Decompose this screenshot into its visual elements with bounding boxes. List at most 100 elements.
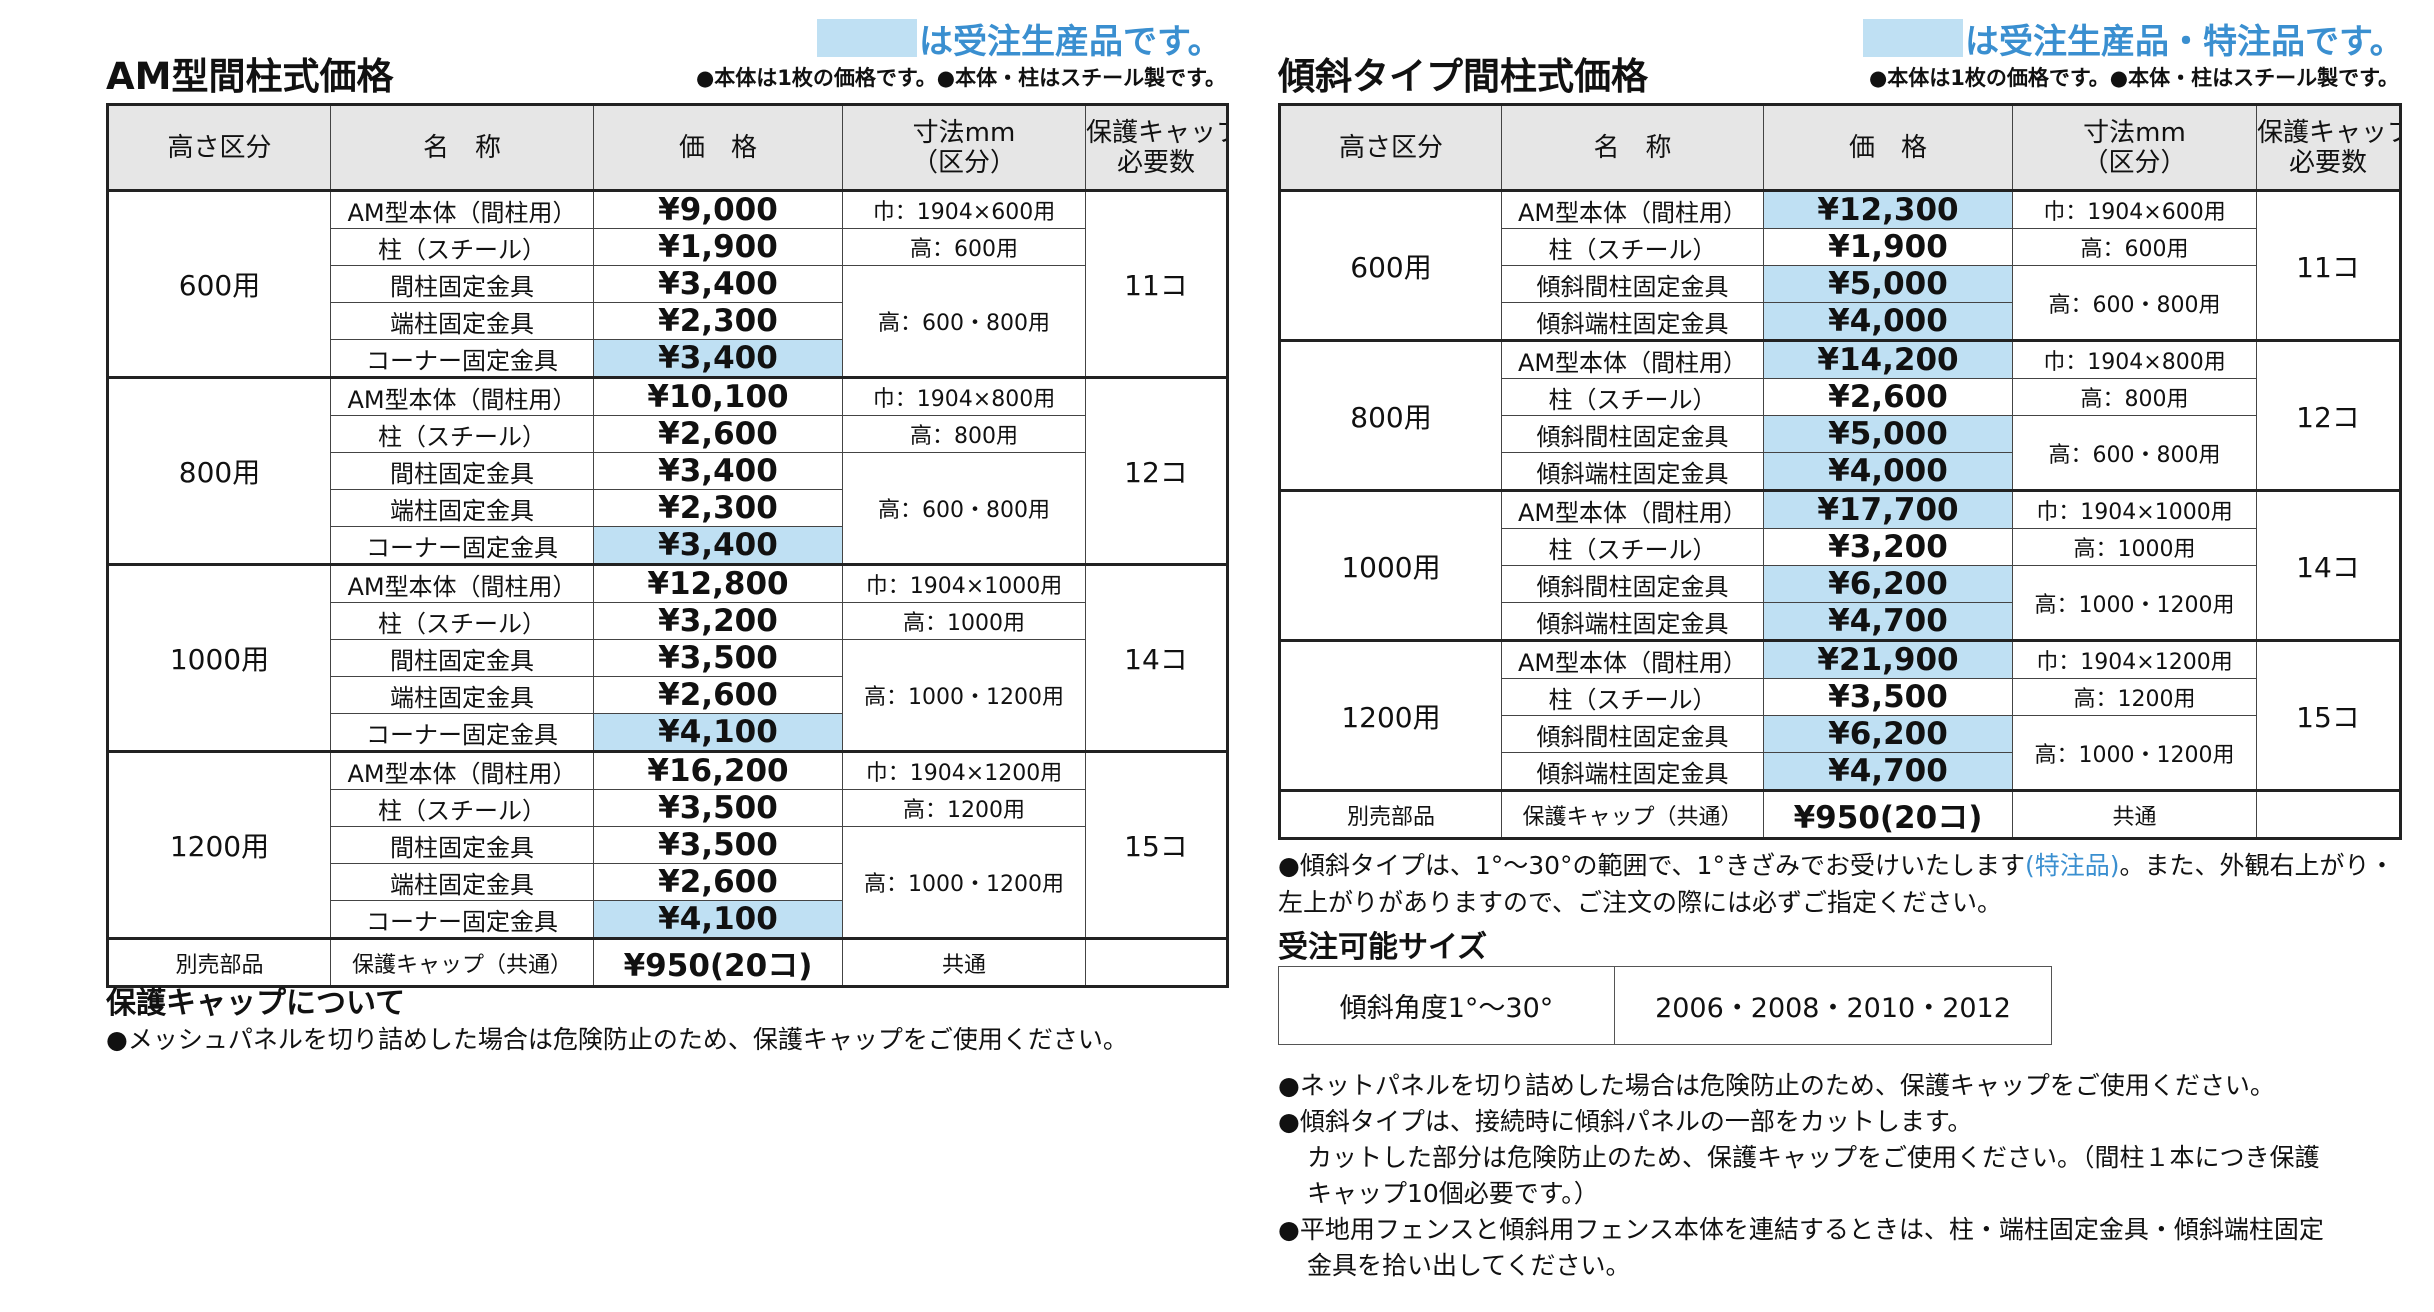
item-price: ¥4,000 [1763,452,2013,491]
item-row: コーナー固定金具 ¥4,100 [108,900,1228,939]
item-row: 柱（スチール） ¥3,200 高：1000用 [1280,528,2401,566]
header-text: 高さ区分 [1338,132,1443,163]
note-line: ●ネットパネルを切り詰めした場合は危険防止のため、保護キャップをご使用ください。 [1278,1071,2275,1100]
item-price: ¥10,100 [593,376,843,416]
item-row: 1000用 AM型本体（間柱用） ¥12,800 巾：1904×1000用 14コ [107,563,1228,752]
dim-cell: 高：600用 [842,228,1086,266]
item-price: ¥1,900 [1763,228,2013,266]
dim-cell: 高：1000・1200用 [842,639,1086,752]
extra-empty [1085,937,1228,987]
item-price: ¥12,300 [1763,189,2013,229]
item-row: 傾斜端柱固定金具 ¥4,000 [1280,302,2401,341]
header-cell: 保護キャップ 必要数 [1085,104,1228,192]
item-name: 柱（スチール） [1501,678,1764,716]
item-name: AM型本体（間柱用） [1501,639,1764,679]
item-price: ¥2,300 [593,489,843,527]
item-name: コーナー固定金具 [330,339,594,378]
item-price: ¥5,000 [1763,415,2013,453]
item-name: 傾斜端柱固定金具 [1501,602,1764,641]
dim-cell: 巾：1904×800用 [2012,339,2257,379]
header-text: 名 称 [422,132,501,163]
header-text: （区分） [911,147,1016,178]
legend-note: は受注生産品・特注品です。 [1965,22,2404,62]
dim-cell: 巾：1904×800用 [842,376,1086,416]
price-table: 高さ区分名 称価 格寸法mm （区分） 保護キャップ 必要数 600用 AM型本体（間柱用… [106,103,1229,988]
header-cell: 寸法mm （区分） [842,104,1086,192]
note-line: ●傾斜タイプは、1°～30°の範囲で、1°きざみでお受けいたします(特注品)。ま… [1278,846,2394,882]
item-row: 傾斜間柱固定金具 ¥6,200 高：1000・1200用 [1280,715,2401,791]
item-name: 傾斜間柱固定金具 [1501,565,1764,603]
sub-note: ●本体は1枚の価格です。●本体・柱はスチール製です。 [1868,66,2399,90]
item-price: ¥3,400 [593,339,843,378]
dim-cell: 高：1000・1200用 [842,826,1086,939]
item-name: 間柱固定金具 [330,826,594,864]
extra-empty [2256,789,2401,839]
header-text: 価 格 [1848,132,1927,163]
height-cell: 1200用 [107,750,331,939]
extra-name: 保護キャップ（共通） [330,937,594,987]
item-name: コーナー固定金具 [330,900,594,939]
item-price: ¥3,500 [593,789,843,827]
item-price: ¥2,300 [593,302,843,340]
header-text: 名 称 [1593,132,1672,163]
item-row: 端柱固定金具 ¥2,600 [108,863,1228,901]
note-line: 金具を拾い出してください。 [1307,1251,1631,1280]
item-price: ¥3,400 [593,265,843,303]
item-price: ¥1,900 [593,228,843,266]
header-cell: 名 称 [1501,104,1764,192]
item-price: ¥3,500 [593,826,843,864]
dim-cell: 巾：1904×1200用 [842,750,1086,790]
dim-cell: 高：800用 [842,415,1086,453]
item-row: 傾斜間柱固定金具 ¥5,000 高：600・800用 [1280,415,2401,491]
dim-cell: 巾：1904×1000用 [842,563,1086,603]
note-line: キャップ10個必要です。） [1307,1179,1599,1208]
header-text: 高さ区分 [167,132,272,163]
section-title: 傾斜タイプ間柱式価格 [1278,55,1648,98]
extra-dims: 共通 [842,937,1086,987]
caps-cell: 15コ [2256,639,2401,791]
item-row: 柱（スチール） ¥2,600 高：800用 [108,415,1228,453]
caps-cell: 14コ [2256,489,2401,641]
caps-cell: 11コ [2256,189,2401,341]
item-name: AM型本体（間柱用） [330,750,594,790]
item-name: 柱（スチール） [330,415,594,453]
item-row: 600用 AM型本体（間柱用） ¥12,300 巾：1904×600用 11コ [1279,189,2401,341]
note-line: カットした部分は危険防止のため、保護キャップをご使用ください。（間柱１本につき保… [1307,1143,2320,1172]
note-line: ●平地用フェンスと傾斜用フェンス本体を連結するときは、柱・端柱固定金具・傾斜端柱… [1278,1215,2324,1244]
legend-swatch [817,19,917,57]
extra-label: 別売部品 [1279,789,1502,839]
item-price: ¥14,200 [1763,339,2013,379]
item-name: 柱（スチール） [330,228,594,266]
extra-price: ¥950(20コ) [1763,789,2013,839]
dim-cell: 高：600用 [2012,228,2257,266]
item-name: 間柱固定金具 [330,265,594,303]
extra-dims: 共通 [2012,789,2257,839]
item-price: ¥4,100 [593,713,843,752]
item-price: ¥21,900 [1763,639,2013,679]
item-name: AM型本体（間柱用） [330,376,594,416]
item-row: 800用 AM型本体（間柱用） ¥14,200 巾：1904×800用 12コ [1279,339,2401,491]
header-cell: 価 格 [1763,104,2013,192]
item-name: AM型本体（間柱用） [1501,189,1764,229]
dim-cell: 高：600・800用 [2012,415,2257,491]
header-text: 保護キャップ [2257,117,2401,148]
item-name: 傾斜端柱固定金具 [1501,452,1764,491]
item-price: ¥5,000 [1763,265,2013,303]
dim-cell: 高：600・800用 [2012,265,2257,341]
item-row: 傾斜間柱固定金具 ¥5,000 高：600・800用 [1280,265,2401,341]
dim-cell: 高：1000・1200用 [2012,715,2257,791]
size-cell: 傾斜角度1°～30° [1279,967,1615,1044]
note-line: ●傾斜タイプは、接続時に傾斜パネルの一部をカットします。 [1278,1107,1973,1136]
item-name: 端柱固定金具 [330,489,594,527]
item-name: 柱（スチール） [330,789,594,827]
item-name: AM型本体（間柱用） [330,563,594,603]
item-row: 傾斜端柱固定金具 ¥4,000 [1280,452,2401,491]
item-row: 1200用 AM型本体（間柱用） ¥21,900 巾：1904×1200用 15コ [1279,639,2401,791]
item-row: 柱（スチール） ¥3,500 高：1200用 [108,789,1228,827]
height-cell: 800用 [107,376,331,565]
header-row: 高さ区分名 称価 格寸法mm （区分） 保護キャップ 必要数 [1279,104,2401,192]
item-row: 1000用 AM型本体（間柱用） ¥17,700 巾：1904×1000用 14コ [1279,489,2401,641]
item-name: 傾斜端柱固定金具 [1501,752,1764,791]
item-price: ¥2,600 [593,863,843,901]
header-text: 必要数 [1116,147,1195,178]
